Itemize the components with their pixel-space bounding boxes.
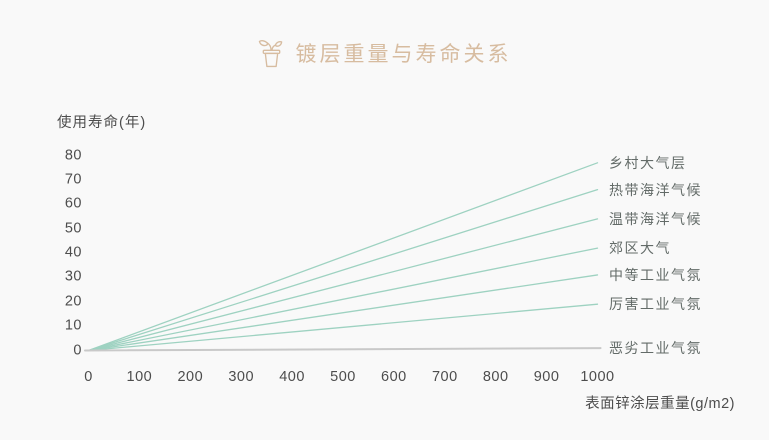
series-label: 中等工业气氛 bbox=[609, 266, 702, 283]
x-axis-tick: 900 bbox=[533, 369, 560, 385]
series-line bbox=[87, 247, 599, 352]
series-line bbox=[87, 218, 599, 352]
series-label: 厉害工业气氛 bbox=[609, 296, 702, 313]
chart-title: 镀层重量与寿命关系 bbox=[295, 42, 512, 66]
y-axis-tick: 10 bbox=[64, 317, 82, 334]
y-axis-tick: 50 bbox=[64, 220, 82, 237]
y-axis-tick: 80 bbox=[64, 147, 82, 164]
x-axis-tick: 300 bbox=[228, 369, 255, 385]
y-axis-tick: 30 bbox=[64, 269, 82, 286]
series-label: 乡村大气层 bbox=[609, 154, 687, 171]
series-label: 温带海洋气候 bbox=[609, 210, 702, 227]
y-axis-tick: 60 bbox=[64, 195, 82, 212]
series-line bbox=[87, 188, 599, 352]
y-axis-tick: 0 bbox=[73, 342, 82, 359]
chart-header: 镀层重量与寿命关系 bbox=[0, 36, 769, 69]
x-axis-tick: 1000 bbox=[580, 369, 615, 385]
series-label: 热带海洋气候 bbox=[609, 181, 702, 198]
y-axis-tick: 40 bbox=[64, 244, 82, 261]
potted-plant-icon bbox=[258, 36, 285, 69]
x-axis-title: 表面锌涂层重量(g/m2) bbox=[585, 396, 735, 412]
y-axis-tick: 20 bbox=[64, 293, 82, 310]
x-axis-tick: 800 bbox=[482, 369, 509, 385]
x-axis-tick: 600 bbox=[381, 369, 407, 385]
series-label: 恶劣工业气氛 bbox=[609, 340, 702, 357]
series-label: 郊区大气 bbox=[609, 240, 671, 257]
x-axis-tick: 0 bbox=[84, 369, 93, 385]
series-line bbox=[84, 347, 602, 352]
x-axis-tick: 700 bbox=[431, 369, 458, 385]
y-axis-title: 使用寿命(年) bbox=[57, 115, 147, 131]
x-axis-tick: 400 bbox=[279, 369, 305, 385]
x-axis-tick: 100 bbox=[126, 369, 153, 385]
y-axis-tick: 70 bbox=[64, 171, 82, 188]
x-axis-tick: 200 bbox=[177, 369, 204, 385]
series-line bbox=[87, 303, 599, 352]
series-line bbox=[87, 162, 599, 352]
series-line bbox=[87, 274, 599, 352]
x-axis-tick: 500 bbox=[330, 369, 356, 385]
